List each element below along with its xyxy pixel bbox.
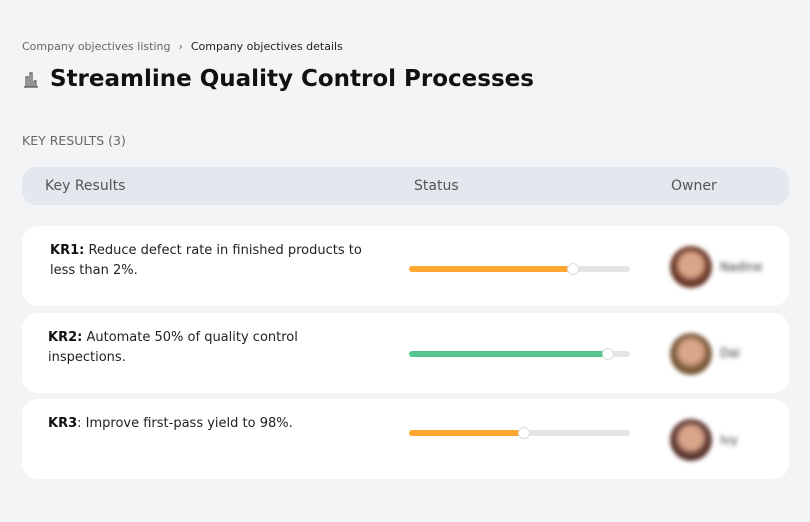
column-status: Status — [414, 178, 459, 194]
key-result-text: KR3: Improve first-pass yield to 98%. — [48, 414, 368, 434]
breadcrumb-parent-link[interactable]: Company objectives listing — [22, 40, 171, 53]
page-title: Streamline Quality Control Processes — [50, 66, 534, 92]
progress-slider[interactable] — [409, 263, 630, 275]
key-result-code: KR1: — [50, 243, 85, 258]
table-header: Key Results Status Owner — [22, 167, 789, 205]
key-result-description: Reduce defect rate in finished products … — [50, 243, 362, 278]
key-result-text: KR1: Reduce defect rate in finished prod… — [50, 241, 370, 281]
key-result-row[interactable]: KR2: Automate 50% of quality control ins… — [22, 313, 789, 393]
avatar — [670, 419, 712, 461]
slider-thumb[interactable] — [601, 348, 614, 360]
building-chart-icon — [24, 72, 38, 88]
breadcrumb: Company objectives listing › Company obj… — [22, 40, 343, 53]
key-result-code: KR3 — [48, 416, 78, 431]
chevron-right-icon: › — [178, 40, 183, 53]
progress-fill — [409, 266, 573, 272]
progress-slider[interactable] — [409, 348, 630, 360]
owner-name: Ivy — [720, 433, 738, 447]
progress-slider[interactable] — [409, 427, 630, 439]
column-key-results: Key Results — [45, 178, 126, 194]
key-result-code: KR2: — [48, 330, 83, 345]
owner-name: Nadine — [720, 260, 763, 274]
avatar — [670, 333, 712, 375]
owner-name: Dai — [720, 346, 740, 360]
slider-thumb[interactable] — [517, 427, 530, 439]
page-header: Streamline Quality Control Processes — [22, 66, 534, 92]
progress-fill — [409, 351, 608, 357]
key-result-description: Automate 50% of quality control inspecti… — [48, 330, 298, 365]
slider-thumb[interactable] — [566, 263, 579, 275]
key-result-text: KR2: Automate 50% of quality control ins… — [48, 328, 368, 368]
breadcrumb-current: Company objectives details — [190, 40, 343, 53]
section-label: KEY RESULTS (3) — [22, 133, 126, 148]
column-owner: Owner — [671, 178, 717, 194]
avatar — [670, 246, 712, 288]
key-result-row[interactable]: KR3: Improve first-pass yield to 98%. Iv… — [22, 399, 789, 479]
progress-fill — [409, 430, 524, 436]
key-result-row[interactable]: KR1: Reduce defect rate in finished prod… — [22, 226, 789, 306]
key-result-description: : Improve first-pass yield to 98%. — [77, 416, 293, 431]
